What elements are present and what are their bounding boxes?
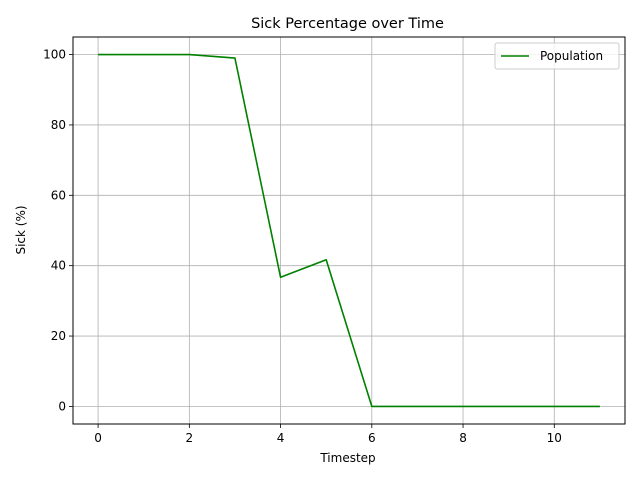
legend-box <box>494 42 620 70</box>
y-tick-label: 0 <box>58 399 66 413</box>
series-layer <box>98 53 600 408</box>
chart-title: Sick Percentage over Time <box>251 16 444 32</box>
x-tick-label: 10 <box>547 431 562 445</box>
y-tick-label: 40 <box>51 259 66 273</box>
plot-frame <box>72 36 626 425</box>
x-tick-label: 6 <box>368 431 376 445</box>
y-tick-label: 60 <box>51 188 66 202</box>
x-tick-label: 8 <box>459 431 467 445</box>
y-tick-label: 100 <box>43 48 66 62</box>
x-tick-label: 2 <box>186 431 194 445</box>
y-axis-label: Sick (%) <box>14 205 28 254</box>
legend-label: Population <box>540 49 603 63</box>
series-line <box>98 53 600 408</box>
x-tick-label: 4 <box>277 431 285 445</box>
legend: Population <box>494 42 620 70</box>
y-axis: 0 20 40 60 80 100 <box>43 48 73 413</box>
x-axis: 0 2 4 6 8 10 <box>94 424 562 445</box>
y-tick-label: 20 <box>51 329 66 343</box>
y-tick-label: 80 <box>51 118 66 132</box>
x-tick-label: 0 <box>94 431 102 445</box>
x-axis-label: Timestep <box>319 451 375 465</box>
